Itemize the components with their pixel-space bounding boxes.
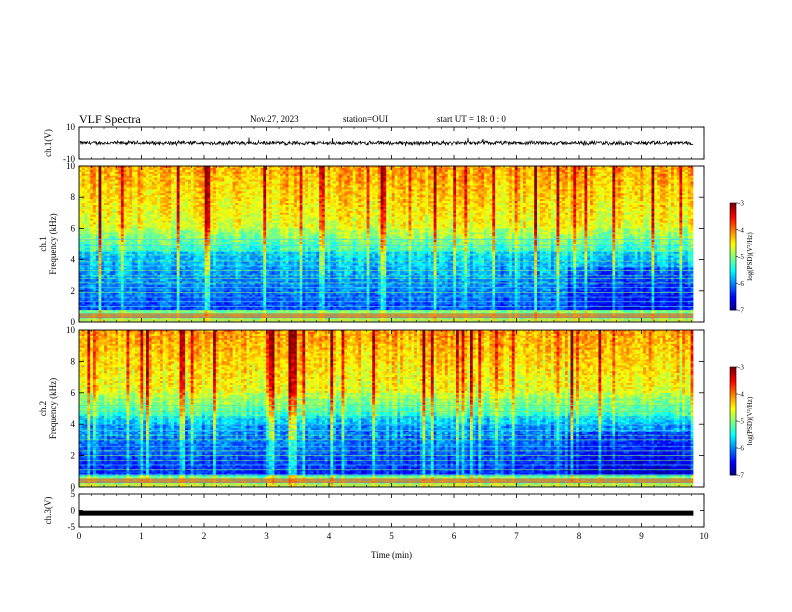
y-tick-label: -10: [63, 154, 75, 164]
x-tick-label: 3: [264, 531, 269, 541]
colorbar-tick-label: -5: [738, 253, 744, 261]
x-tick-label: 5: [389, 531, 394, 541]
colorbar-tick-label: -5: [738, 418, 744, 426]
ch2-spectrogram-ylabel-frequency: Frequency (kHz): [48, 378, 58, 439]
ch1-waveform-panel: 10 -10 ch.1(V): [43, 122, 705, 164]
y-tick-label: 10: [66, 161, 76, 171]
ch1-spectrogram-image: [79, 166, 694, 323]
colorbar-tick-label: -6: [738, 280, 744, 288]
ch1-spectrogram-ylabel-frequency: Frequency (kHz): [48, 213, 58, 274]
colorbar-tick-label: -3: [738, 364, 744, 372]
y-tick-label: 0: [71, 482, 76, 492]
x-tick-label: 2: [202, 531, 207, 541]
colorbar-tick-label: -7: [738, 472, 744, 480]
colorbar-tick-label: -7: [738, 307, 744, 315]
y-tick-label: 10: [66, 325, 76, 335]
ch2-spectrogram-panel: 0 2 4 6 8 10 ch.2 Frequency (kHz): [38, 325, 705, 492]
x-tick-label: 10: [700, 531, 710, 541]
colorbar-label: log(PSD)(V²/Hz): [746, 232, 754, 281]
x-tick-label: 1: [139, 531, 144, 541]
colorbar-tick-label: -6: [738, 445, 744, 453]
station-label: station=OUI: [343, 114, 388, 124]
y-tick-label: 4: [71, 255, 76, 265]
ch1-spectrogram-panel: 0 2 4 6 8 10 ch.1 Frequency (kHz): [38, 161, 705, 327]
ch2-spectrogram-ylabel-channel: ch.2: [38, 401, 48, 416]
y-tick-label: 6: [71, 388, 76, 398]
x-axis-label: Time (min): [371, 550, 412, 560]
ch3-waveform-ylabel: ch.3(V): [43, 497, 53, 525]
x-tick-label: 0: [77, 531, 82, 541]
date-label: Nov.27, 2023: [250, 114, 299, 124]
ch1-waveform-trace: [79, 137, 694, 147]
ch3-waveform-trace: [79, 510, 694, 516]
y-tick-label: 8: [71, 356, 76, 366]
colorbar-tick-label: -3: [738, 200, 744, 208]
x-tick-label: 6: [452, 531, 457, 541]
y-tick-label: 8: [71, 192, 76, 202]
x-tick-label: 9: [639, 531, 644, 541]
ch2-spectrogram-image: [79, 330, 694, 488]
colorbar-tick-label: -4: [738, 226, 744, 234]
ch2-spectrogram-colorbar: -3 -4 -5 -6 -7 log(PSD)(V²/Hz): [729, 364, 754, 480]
y-tick-label: 2: [71, 286, 76, 296]
colorbar-label: log(PSD)(V²/Hz): [746, 396, 754, 445]
ch1-waveform-ylabel: ch.1(V): [43, 129, 53, 157]
y-tick-label: 5: [71, 489, 76, 499]
ch1-spectrogram-ylabel-channel: ch.1: [38, 236, 48, 251]
x-tick-label: 4: [327, 531, 332, 541]
ch1-spectrogram-colorbar: -3 -4 -5 -6 -7 log(PSD)(V²/Hz): [729, 200, 754, 315]
y-tick-label: 0: [71, 506, 76, 516]
start-time-label: start UT = 18: 0 : 0: [437, 114, 506, 124]
y-tick-label: 10: [66, 122, 76, 132]
y-tick-label: -5: [68, 522, 76, 532]
y-tick-label: 4: [71, 419, 76, 429]
y-tick-label: 6: [71, 223, 76, 233]
y-tick-label: 2: [71, 451, 76, 461]
chart-title: VLF Spectra: [79, 112, 141, 127]
x-tick-label: 7: [514, 531, 519, 541]
colorbar-tick-label: -4: [738, 391, 744, 399]
y-tick-label: 0: [71, 317, 76, 327]
x-tick-label: 8: [577, 531, 582, 541]
ch3-waveform-frame: [78, 493, 705, 528]
ch3-waveform-panel: 5 0 -5 ch.3(V): [43, 489, 705, 532]
